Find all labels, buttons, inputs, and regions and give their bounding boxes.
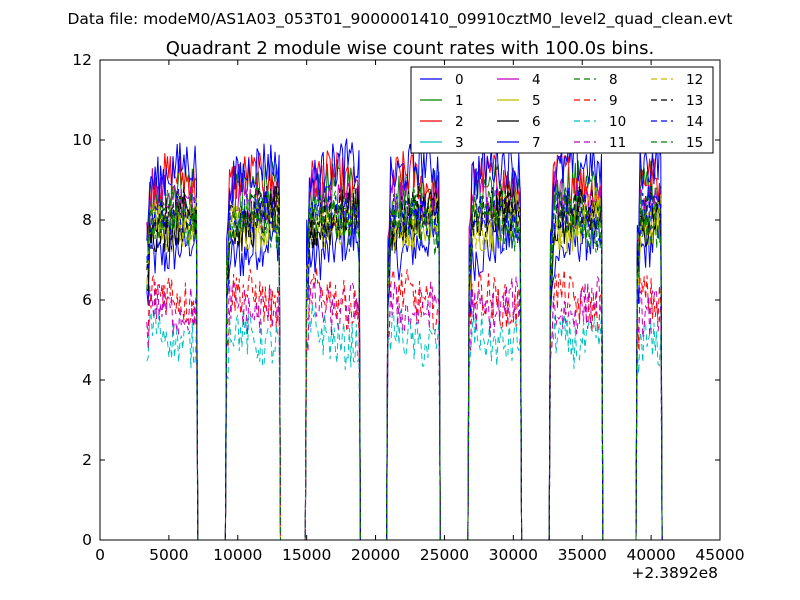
y-tick-label: 0	[82, 531, 92, 549]
series-line-11	[146, 276, 663, 541]
y-tick-label: 6	[82, 291, 92, 309]
legend-label: 1	[455, 93, 464, 109]
series-line-0	[146, 213, 663, 541]
series-line-10	[146, 304, 663, 541]
legend-label: 3	[455, 135, 464, 151]
y-tick-label: 12	[72, 51, 92, 69]
plot-lines	[146, 138, 663, 541]
chart-title: Quadrant 2 module wise count rates with …	[166, 38, 655, 59]
legend-label: 13	[686, 93, 703, 109]
series-line-9	[146, 266, 663, 541]
legend-label: 11	[609, 135, 626, 151]
x-tick-label: 10000	[213, 546, 262, 564]
legend-label: 0	[455, 72, 464, 88]
legend-label: 14	[686, 114, 703, 130]
series-line-2	[146, 150, 663, 541]
series-line-8	[146, 183, 663, 541]
x-tick-label: 20000	[351, 546, 400, 564]
legend-label: 15	[686, 135, 703, 151]
series-line-5	[146, 192, 663, 541]
legend-label: 6	[532, 114, 541, 130]
legend-label: 8	[609, 72, 618, 88]
x-tick-label: 15000	[282, 546, 331, 564]
x-tick-label: 25000	[420, 546, 469, 564]
series-line-14	[146, 186, 663, 541]
x-tick-label: 0	[95, 546, 105, 564]
x-tick-label: 30000	[489, 546, 538, 564]
series-line-15	[146, 192, 663, 541]
x-tick-label: 40000	[626, 546, 675, 564]
x-offset-label: +2.3892e8	[631, 564, 718, 582]
legend-label: 4	[532, 72, 541, 88]
suptitle: Data file: modeM0/AS1A03_053T01_90000014…	[67, 10, 732, 29]
y-tick-label: 4	[82, 371, 92, 389]
x-tick-label: 35000	[558, 546, 607, 564]
legend-label: 7	[532, 135, 541, 151]
series-line-13	[146, 183, 663, 541]
legend-label: 2	[455, 114, 464, 130]
legend-box	[410, 66, 714, 154]
y-tick-label: 2	[82, 451, 92, 469]
x-axis: 0 5000 10000 15000 20000 25000 30000 35000 40000…	[95, 60, 745, 564]
series-line-6	[146, 185, 663, 541]
x-tick-label: 45000	[695, 546, 744, 564]
y-tick-label: 8	[82, 211, 92, 229]
x-tick-label: 5000	[149, 546, 188, 564]
y-tick-label: 10	[72, 131, 92, 149]
legend-label: 10	[609, 114, 626, 130]
legend-label: 5	[532, 93, 541, 109]
legend-label: 12	[686, 72, 703, 88]
series-line-12	[146, 187, 663, 541]
legend-label: 9	[609, 93, 618, 109]
